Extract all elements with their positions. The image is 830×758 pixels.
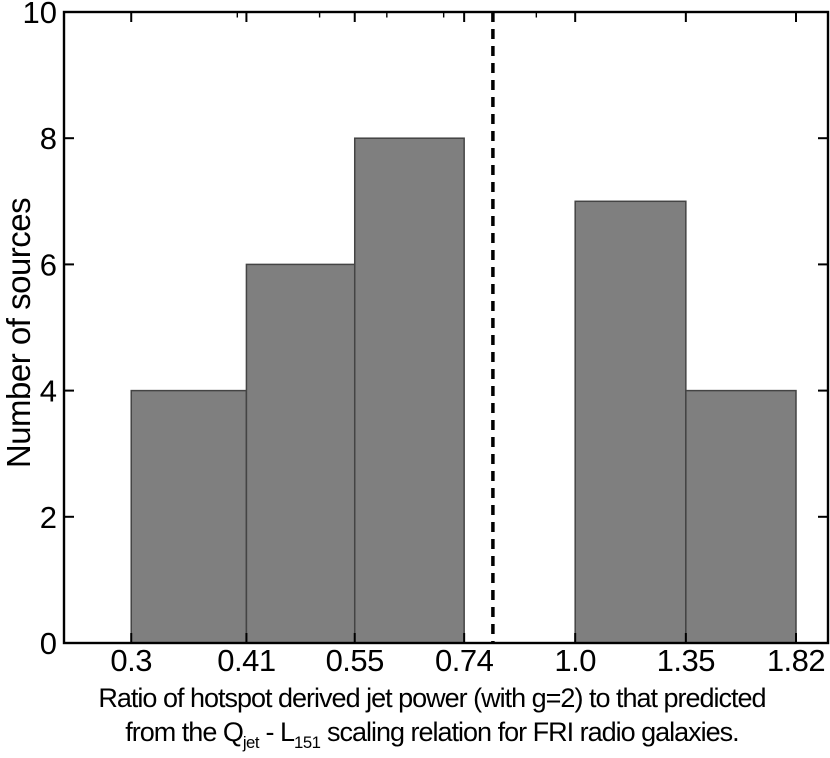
caption-text: scaling relation for FRI radio galaxies. xyxy=(320,717,740,747)
caption-subscript: 151 xyxy=(294,733,321,753)
y-tick-label: 4 xyxy=(40,374,57,409)
y-tick-label: 2 xyxy=(40,500,57,535)
histogram-bar xyxy=(130,389,248,644)
x-tick-label: 1.35 xyxy=(657,643,715,678)
histogram-bar xyxy=(245,263,356,644)
caption-text: - L xyxy=(259,717,296,747)
x-tick-label: 1.82 xyxy=(767,643,825,678)
y-tick-label: 8 xyxy=(40,121,57,156)
histogram-bar xyxy=(685,389,797,644)
x-axis-caption: Ratio of hotspot derived jet power (with… xyxy=(34,681,830,758)
x-tick-label: 0.41 xyxy=(217,643,275,678)
x-tick-label: 0.55 xyxy=(326,643,384,678)
x-tick-label: 1.0 xyxy=(554,643,596,678)
y-tick-label: 10 xyxy=(23,0,57,30)
caption-text: from the Q xyxy=(125,717,244,747)
y-axis-label: Number of sources xyxy=(0,197,37,469)
x-tick-label: 0.74 xyxy=(435,643,494,678)
y-tick-label: 6 xyxy=(40,247,57,282)
y-tick-label: 0 xyxy=(40,626,57,661)
x-axis-caption-line2: from the Qjet - L151 scaling relation fo… xyxy=(34,715,830,758)
histogram-bar xyxy=(353,137,465,644)
histogram-bar xyxy=(574,200,687,644)
axes-spines xyxy=(62,10,830,645)
x-tick-label: 0.3 xyxy=(110,643,152,678)
caption-subscript: jet xyxy=(242,733,260,753)
x-axis-caption-line1: Ratio of hotspot derived jet power (with… xyxy=(98,683,766,713)
